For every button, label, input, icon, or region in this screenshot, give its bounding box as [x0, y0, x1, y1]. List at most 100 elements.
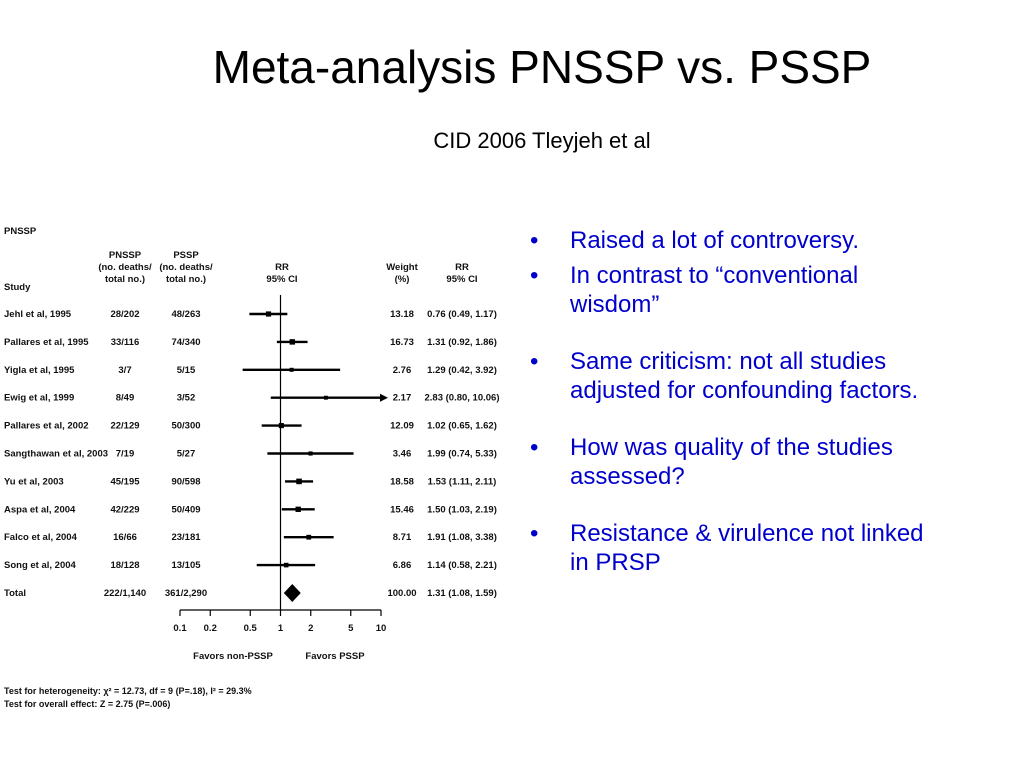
rr-ci-value: 1.50 (1.03, 2.19): [427, 504, 497, 515]
header-pnssp: PNSSP: [109, 250, 142, 261]
rr-ci-value: 1.91 (1.08, 3.38): [427, 532, 497, 543]
bullet-list: • Raised a lot of controversy. • In cont…: [528, 226, 948, 577]
point-estimate: [295, 506, 301, 512]
study-name: Yu et al, 2003: [4, 476, 64, 487]
bullet-item: • In contrast to “conventional wisdom”: [528, 261, 948, 319]
point-estimate: [283, 562, 289, 568]
header-pssp: total no.): [166, 274, 206, 285]
weight-value: 12.09: [390, 421, 414, 432]
header-rr-ci: 95% CI: [446, 274, 477, 285]
pssp-count: 23/181: [171, 532, 201, 543]
rr-ci-value: 1.29 (0.42, 3.92): [427, 365, 497, 376]
x-axis-tick-label: 10: [376, 623, 387, 634]
pssp-count: 74/340: [171, 337, 200, 348]
pssp-count: 48/263: [171, 309, 200, 320]
pnssp-count: 7/19: [116, 449, 135, 460]
point-estimate: [296, 478, 302, 485]
favors-left-label: Favors non-PSSP: [193, 651, 273, 662]
rr-ci-value: 2.83 (0.80, 10.06): [425, 393, 500, 404]
header-weight: Weight: [386, 262, 418, 273]
total-rr-ci: 1.31 (1.08, 1.59): [427, 588, 497, 599]
x-axis-tick-label: 5: [348, 623, 354, 634]
pssp-count: 90/598: [171, 476, 200, 487]
bullet-item: • Same criticism: not all studies adjust…: [528, 347, 948, 405]
pssp-count: 50/300: [171, 421, 200, 432]
x-axis-tick-label: 1: [278, 623, 284, 634]
rr-ci-value: 0.76 (0.49, 1.17): [427, 309, 497, 320]
header-study: Study: [4, 282, 31, 293]
weight-value: 8.71: [393, 532, 412, 543]
study-name: Pallares et al, 2002: [4, 421, 89, 432]
slide-subtitle: CID 2006 Tleyjeh et al: [433, 128, 651, 153]
header-rr: 95% CI: [266, 274, 297, 285]
total-weight: 100.00: [387, 588, 416, 599]
weight-value: 13.18: [390, 309, 414, 320]
study-name: Falco et al, 2004: [4, 532, 78, 543]
pnssp-count: 33/116: [111, 337, 140, 348]
pnssp-count: 16/66: [113, 532, 137, 543]
favors-right-label: Favors PSSP: [305, 651, 365, 662]
pssp-count: 50/409: [171, 504, 200, 515]
x-axis-tick-label: 0.2: [204, 623, 217, 634]
total-label: Total: [4, 588, 26, 599]
header-weight: (%): [395, 274, 410, 285]
study-name: Yigla et al, 1995: [4, 365, 75, 376]
weight-value: 3.46: [393, 449, 412, 460]
header-pssp: (no. deaths/: [159, 262, 213, 273]
study-name: Sangthawan et al, 2003: [4, 449, 108, 460]
footnote-overall-effect: Test for overall effect: Z = 2.75 (P=.00…: [4, 699, 170, 709]
study-name: Aspa et al, 2004: [4, 504, 76, 515]
bullet-text: Raised a lot of controversy.: [570, 227, 860, 254]
point-estimate: [323, 395, 328, 400]
header-rr: RR: [275, 262, 289, 273]
bullet-text: In contrast to “conventional wisdom”: [570, 262, 859, 318]
pnssp-count: 22/129: [110, 421, 139, 432]
slide-title: Meta-analysis PNSSP vs. PSSP: [212, 41, 872, 93]
rr-ci-value: 1.53 (1.11, 2.11): [428, 476, 497, 487]
bullet-text: Same criticism: not all studies adjusted…: [570, 348, 919, 404]
point-estimate: [306, 534, 312, 540]
point-estimate: [289, 367, 294, 372]
study-name: Ewig et al, 1999: [4, 393, 74, 404]
header-pssp: PSSP: [173, 250, 199, 261]
weight-value: 15.46: [390, 504, 414, 515]
total-pnssp: 222/1,140: [104, 588, 146, 599]
rr-ci-value: 1.99 (0.74, 5.33): [427, 449, 497, 460]
header-pnssp: total no.): [105, 274, 145, 285]
bullet-dot-icon: •: [530, 520, 539, 547]
pnssp-count: 45/195: [110, 476, 140, 487]
bullet-dot-icon: •: [530, 262, 539, 289]
weight-value: 2.17: [393, 393, 412, 404]
weight-value: 2.76: [393, 365, 412, 376]
point-estimate: [265, 311, 272, 317]
pnssp-count: 8/49: [116, 393, 135, 404]
study-name: Jehl et al, 1995: [4, 309, 72, 320]
bullet-item: • How was quality of the studies assesse…: [528, 433, 948, 491]
forest-plot: PNSSP PNSSP (no. deaths/total no.) PSSP (no.…: [0, 215, 520, 725]
bullet-dot-icon: •: [530, 348, 539, 375]
rr-ci-value: 1.31 (0.92, 1.86): [427, 337, 497, 348]
total-pssp: 361/2,290: [165, 588, 207, 599]
bullet-item: • Raised a lot of controversy.: [528, 226, 948, 255]
header-pnssp: (no. deaths/: [98, 262, 152, 273]
point-estimate: [289, 339, 296, 345]
pssp-count: 13/105: [171, 560, 201, 571]
study-name: Pallares et al, 1995: [4, 337, 89, 348]
bullet-dot-icon: •: [530, 434, 539, 461]
weight-value: 18.58: [390, 476, 414, 487]
header-rr-ci: RR: [455, 262, 469, 273]
pnssp-count: 42/229: [110, 504, 139, 515]
bullet-dot-icon: •: [530, 227, 539, 254]
pooled-estimate-diamond: [283, 584, 301, 602]
x-axis-tick-label: 0.1: [173, 623, 187, 634]
study-name: Song et al, 2004: [4, 560, 77, 571]
ci-overflow-arrow-icon: [380, 393, 388, 402]
section-label: PNSSP: [4, 226, 37, 237]
point-estimate: [278, 423, 284, 429]
pnssp-count: 3/7: [118, 365, 131, 376]
bullet-item: • Resistance & virulence not linked in P…: [528, 519, 948, 577]
rr-ci-value: 1.02 (0.65, 1.62): [427, 421, 497, 432]
x-axis-tick-label: 0.5: [244, 623, 258, 634]
bullet-text: How was quality of the studies assessed?: [570, 434, 893, 490]
